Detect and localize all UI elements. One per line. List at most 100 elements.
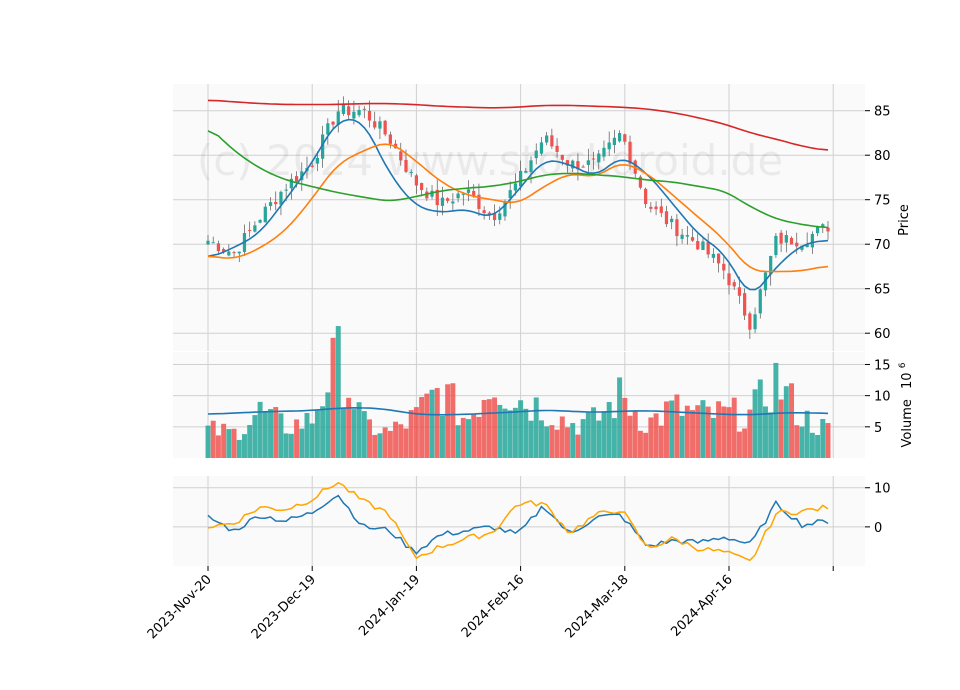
svg-text:Volume 10 6: Volume 10 6 <box>898 362 915 447</box>
volume-bar-up <box>611 418 617 458</box>
candle-down <box>222 249 226 252</box>
candle-down <box>425 191 429 199</box>
price-moving-averages <box>207 99 829 291</box>
candle-down <box>795 242 799 247</box>
volume-bar-down <box>789 383 795 458</box>
candle-down <box>560 154 564 160</box>
moving-average-line-2 <box>207 143 829 273</box>
candle-down <box>743 293 747 316</box>
candle-up <box>440 197 445 206</box>
candle-down <box>331 121 335 125</box>
volume-bar-down <box>372 434 378 458</box>
volume-bar-down <box>330 337 336 458</box>
volume-bar-down <box>481 399 487 458</box>
candle-up <box>456 193 460 199</box>
candle-up <box>315 157 320 164</box>
y-tick-label: 10 <box>874 482 891 497</box>
candle-down <box>383 120 387 135</box>
candle-down <box>310 165 314 167</box>
volume-bar-down <box>476 416 482 458</box>
candle-down <box>696 241 700 250</box>
volume-bar-down <box>653 413 659 458</box>
candle-up <box>670 218 674 223</box>
volume-bar-up <box>351 409 357 458</box>
volume-bar-up <box>757 379 763 458</box>
volume-bar-up <box>429 389 435 458</box>
candle-up <box>753 314 757 330</box>
moving-average-line-4 <box>207 99 829 151</box>
volume-bar-up <box>361 411 367 458</box>
volume-bar-up <box>570 423 576 458</box>
candle-down <box>591 158 596 160</box>
candle-down <box>628 141 632 164</box>
candle-up <box>451 201 455 204</box>
volume-bar-down <box>658 425 664 458</box>
candle-up <box>227 251 231 256</box>
candle-down <box>826 227 830 232</box>
watermark: (c) 2024 www.stockdroid.de <box>197 136 783 185</box>
candle-down <box>477 194 481 209</box>
candle-up <box>571 160 575 169</box>
candle-up <box>336 111 340 125</box>
volume-bar-up <box>283 433 289 458</box>
volume-bar-up <box>617 377 623 458</box>
candle-up <box>326 123 330 135</box>
candle-down <box>576 161 580 170</box>
volume-bar-down <box>403 428 409 458</box>
candle-up <box>289 178 293 189</box>
y-axis-ticks: 60 65 70 75 80 85 5 10 15 0 10 <box>865 105 891 536</box>
volume-bar-down <box>565 427 570 458</box>
candle-up <box>513 183 518 191</box>
candle-down <box>779 232 783 244</box>
volume-bar-down <box>434 388 440 458</box>
volume-bar-up <box>205 425 211 458</box>
candle-down <box>706 241 710 255</box>
volume-bar-up <box>252 415 258 458</box>
volume-bar-up <box>596 420 602 458</box>
volume-bar-down <box>215 435 221 458</box>
candle-down <box>737 287 742 296</box>
candle-down <box>555 145 559 152</box>
volume-bar-up <box>591 407 597 458</box>
volume-bar-up <box>241 434 247 458</box>
candle-down <box>649 206 653 209</box>
volume-bar-down <box>382 427 388 458</box>
volume-bar-down <box>445 384 451 458</box>
volume-bar-down <box>408 410 414 458</box>
volume-bar-up <box>544 426 550 458</box>
candle-down <box>716 253 721 264</box>
volume-bar-up <box>340 407 346 458</box>
volume-bar-up <box>820 418 826 458</box>
volume-bar-up <box>523 408 529 458</box>
oscillator-line-2 <box>207 481 829 562</box>
candle-up <box>498 213 502 220</box>
candle-up <box>284 189 288 191</box>
volume-bar-down <box>825 423 831 458</box>
candle-up <box>821 224 825 228</box>
volume-bar-up <box>288 433 294 458</box>
candle-up <box>602 147 606 157</box>
candle-down <box>362 108 366 110</box>
candle-down <box>482 210 486 214</box>
candle-up <box>279 191 283 205</box>
candle-down <box>248 229 252 231</box>
candle-down <box>274 201 278 205</box>
volume-bar-up <box>226 429 232 458</box>
x-tick-label: 2023-Nov-20 <box>145 572 215 642</box>
candle-up <box>206 240 210 245</box>
volume-bar-down <box>231 428 237 458</box>
volume-bar-down <box>273 407 279 458</box>
volume-bar-up <box>528 420 534 458</box>
candle-down <box>623 134 627 142</box>
volume-bar-up <box>356 402 362 458</box>
candle-down <box>748 313 752 330</box>
volume-bar-down <box>627 415 633 458</box>
volume-bar-down <box>367 419 372 458</box>
candle-up <box>607 142 611 150</box>
candle-up <box>711 253 715 258</box>
volume-bar-up <box>439 415 445 458</box>
candle-up <box>545 135 549 143</box>
volume-bar-up <box>466 419 471 458</box>
volume-axis-label: Volume <box>900 399 915 447</box>
